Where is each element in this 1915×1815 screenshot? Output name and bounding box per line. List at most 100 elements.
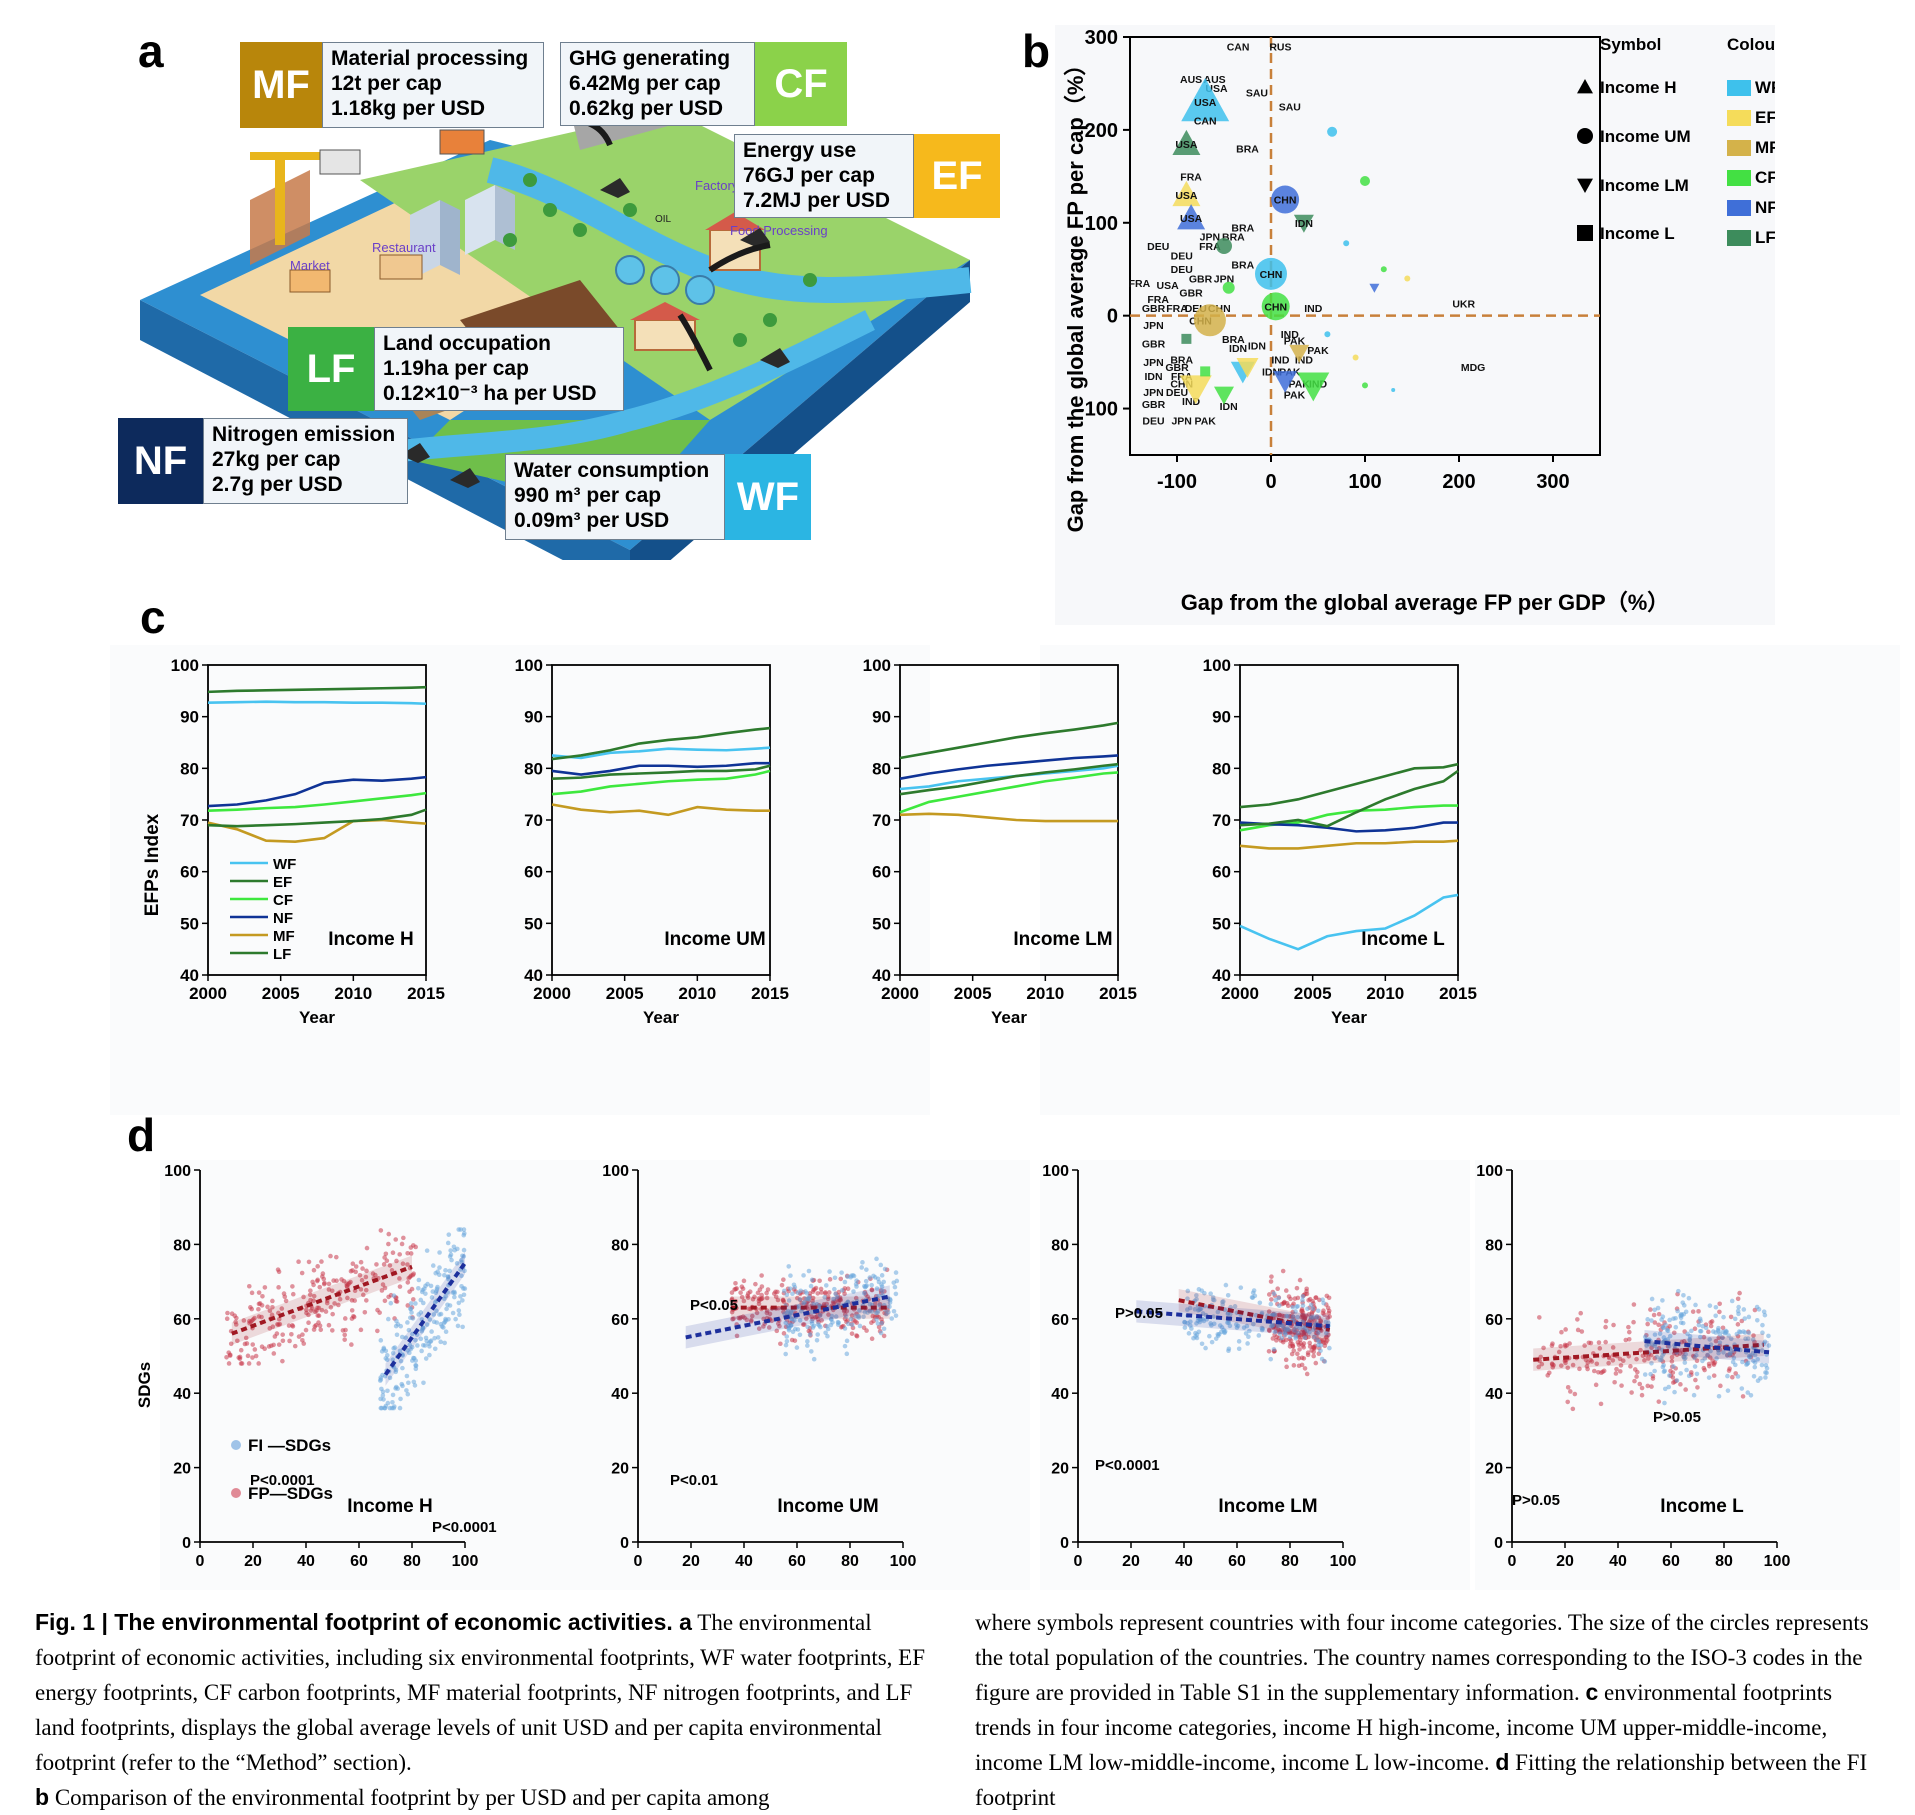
- d-scatter-point: [405, 1262, 410, 1267]
- legend-colour-title: Colour: [1727, 35, 1775, 54]
- d-scatter-point: [842, 1279, 848, 1285]
- d-scatter-point: [447, 1303, 453, 1308]
- d-scatter-point: [1732, 1316, 1738, 1322]
- d-scatter-point: [252, 1315, 257, 1321]
- d-scatter-point: [1763, 1375, 1768, 1380]
- d-scatter-point: [445, 1274, 451, 1280]
- d-scatter-point: [1578, 1310, 1584, 1316]
- d-scatter-point: [452, 1247, 458, 1253]
- d-scatter-point: [287, 1338, 292, 1344]
- d-scatter-point: [1735, 1374, 1741, 1379]
- b-country-label: IDN: [1220, 401, 1238, 413]
- d-scatter-point: [1182, 1325, 1188, 1330]
- d-scatter-point: [729, 1297, 735, 1303]
- figure-caption-right: where symbols represent countries with f…: [975, 1605, 1880, 1815]
- d-x-tick-label: 60: [1228, 1553, 1246, 1570]
- d-scatter-point: [1656, 1322, 1661, 1328]
- d-scatter-point: [1701, 1365, 1707, 1371]
- d-scatter-point: [430, 1289, 436, 1294]
- d-scatter-point: [1293, 1309, 1298, 1314]
- d-scatter-point: [378, 1338, 384, 1343]
- d-scatter-point: [796, 1304, 802, 1309]
- d-scatter-point: [281, 1291, 287, 1296]
- c-y-tick-label: 90: [1212, 708, 1231, 727]
- d-scatter-point: [1202, 1290, 1207, 1296]
- d-scatter-point: [842, 1343, 848, 1349]
- d-scatter-point: [1308, 1302, 1314, 1308]
- d-scatter-point: [1545, 1373, 1551, 1378]
- d-scatter-point: [1320, 1310, 1326, 1316]
- d-scatter-point: [400, 1261, 406, 1266]
- d-x-tick-label: 100: [1330, 1553, 1357, 1570]
- d-scatter-point: [1642, 1334, 1648, 1340]
- d-scatter-point: [1715, 1327, 1721, 1333]
- d-scatter-point: [1279, 1335, 1284, 1341]
- d-scatter-point: [834, 1294, 840, 1300]
- d-scatter-point: [393, 1367, 399, 1373]
- d-scatter-point: [1299, 1362, 1305, 1368]
- d-scatter-point: [1252, 1293, 1258, 1299]
- b-data-point: [1181, 333, 1192, 344]
- d-scatter-point: [810, 1295, 816, 1301]
- d-scatter-point: [391, 1293, 397, 1298]
- d-scatter-point: [315, 1264, 320, 1269]
- d-scatter-point: [1567, 1341, 1572, 1346]
- d-x-tick-label: 80: [841, 1553, 859, 1570]
- d-scatter-point: [1737, 1290, 1742, 1296]
- d-scatter-point: [1684, 1367, 1689, 1373]
- d-y-tick-label: 20: [1485, 1461, 1503, 1478]
- footprint-icon: [600, 178, 630, 198]
- d-scatter-point: [790, 1291, 795, 1296]
- c-legend-label: LF: [273, 946, 291, 963]
- d-scatter-point: [1185, 1296, 1190, 1301]
- d-scatter-point: [1570, 1406, 1576, 1412]
- d-scatter-point: [1755, 1356, 1760, 1362]
- d-scatter-point: [786, 1264, 792, 1269]
- d-scatter-point: [1268, 1356, 1274, 1362]
- d-scatter-point: [740, 1314, 746, 1320]
- d-scatter-point: [1208, 1291, 1213, 1296]
- d-scatter-point: [784, 1334, 790, 1339]
- d-scatter-point: [1266, 1292, 1272, 1297]
- d-scatter-point: [824, 1323, 830, 1329]
- d-scatter-point: [1558, 1343, 1563, 1349]
- d-scatter-point: [330, 1328, 335, 1333]
- d-y-tick-label: 40: [611, 1386, 629, 1403]
- d-scatter-point: [825, 1296, 831, 1302]
- d-scatter-point: [316, 1320, 321, 1325]
- c-y-tick-label: 50: [872, 914, 891, 933]
- panel-b-chart: -100 0 100 200 300 -100 0 100 200 300 AUS AUS CAN RUS…: [1055, 25, 1782, 625]
- d-scatter-point: [250, 1342, 256, 1347]
- d-scatter-point: [823, 1283, 829, 1288]
- d-scatter-point: [233, 1322, 239, 1327]
- d-scatter-point: [1194, 1335, 1200, 1341]
- d-scatter-point: [1549, 1343, 1555, 1348]
- d-scatter-point: [805, 1324, 810, 1330]
- d-scatter-point: [783, 1342, 789, 1348]
- d-scatter-point: [1646, 1356, 1651, 1361]
- d-x-tick-label: 40: [735, 1553, 753, 1570]
- d-scatter-point: [340, 1328, 346, 1333]
- legend-symbol-triangle-down-icon: [1577, 178, 1593, 193]
- d-scatter-point: [854, 1284, 859, 1289]
- d-scatter-point: [390, 1399, 395, 1405]
- b-x-tick-label: -100: [1157, 471, 1197, 493]
- d-scatter-point: [809, 1309, 814, 1315]
- d-scatter-point: [413, 1362, 418, 1368]
- d-scatter-point: [323, 1309, 329, 1314]
- c-legend-label: EF: [273, 874, 292, 891]
- d-scatter-point: [1716, 1350, 1721, 1356]
- d-scatter-point: [447, 1268, 452, 1274]
- d-scatter-point: [397, 1252, 402, 1257]
- efps-index-line-charts: 40 50 60 70 80 90 100 2000 2005 2010 2015 Year Incom…: [110, 645, 1900, 1115]
- d-scatter-point: [801, 1322, 807, 1327]
- d-scatter-point: [859, 1265, 865, 1270]
- wf-info-box: Water consumption 990 m³ per cap 0.09m³ …: [505, 454, 725, 540]
- d-scatter-point: [1649, 1384, 1654, 1389]
- d-scatter-point: [290, 1291, 296, 1297]
- d-scatter-point: [806, 1328, 812, 1334]
- d-scatter-point: [1695, 1385, 1700, 1390]
- b-data-point: [1297, 372, 1330, 402]
- d-scatter-point: [1291, 1363, 1297, 1368]
- d-scatter-point: [462, 1231, 467, 1236]
